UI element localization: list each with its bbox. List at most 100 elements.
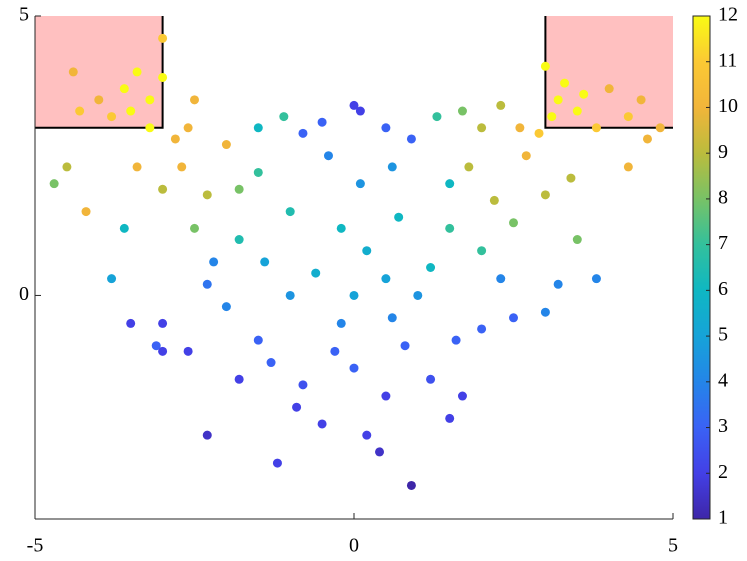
point	[107, 112, 117, 122]
point	[285, 207, 295, 217]
point	[362, 430, 372, 440]
point	[406, 480, 416, 490]
x-tick-label: 5	[668, 535, 678, 557]
point	[151, 341, 161, 351]
point	[145, 123, 155, 133]
point	[285, 290, 295, 300]
point	[572, 235, 582, 245]
point	[387, 313, 397, 323]
point	[579, 89, 589, 99]
point	[451, 335, 461, 345]
point	[234, 235, 244, 245]
point	[521, 151, 531, 161]
point	[642, 134, 652, 144]
point	[426, 374, 436, 384]
point	[177, 162, 187, 172]
point	[75, 106, 85, 116]
point	[126, 106, 136, 116]
point	[445, 223, 455, 233]
point	[298, 380, 308, 390]
point	[496, 100, 506, 110]
point	[253, 123, 263, 133]
point	[477, 246, 487, 256]
point	[566, 173, 576, 183]
point	[94, 95, 104, 105]
point	[107, 274, 117, 284]
point	[202, 190, 212, 200]
point	[234, 374, 244, 384]
colorbar-tick-label: 5	[718, 324, 728, 346]
y-tick-label: 0	[19, 283, 29, 305]
region-border	[544, 16, 673, 129]
point	[292, 402, 302, 412]
point	[655, 123, 665, 133]
point	[190, 223, 199, 233]
point	[266, 358, 276, 368]
point	[49, 179, 59, 189]
point	[355, 179, 365, 189]
point	[432, 112, 442, 122]
point	[464, 162, 474, 172]
point	[636, 95, 646, 105]
y-tick-label: 5	[19, 4, 29, 26]
point	[553, 95, 563, 105]
point	[515, 123, 525, 133]
colorbar-tick-label: 12	[718, 4, 738, 26]
colorbar-tick-label: 2	[718, 461, 728, 483]
point	[202, 430, 212, 440]
point	[119, 84, 129, 94]
point	[323, 151, 333, 161]
point	[336, 223, 346, 233]
colorbar-tick-label: 4	[718, 369, 728, 391]
point	[547, 112, 557, 122]
point	[145, 95, 155, 105]
point	[119, 223, 129, 233]
point	[253, 335, 263, 345]
point	[381, 274, 391, 284]
point	[381, 391, 391, 401]
point	[336, 318, 346, 328]
point	[183, 123, 193, 133]
x-tick-label: -5	[27, 535, 44, 557]
colorbar-tick-label: 10	[718, 95, 738, 117]
point	[623, 112, 633, 122]
point	[496, 274, 506, 284]
point	[362, 246, 372, 256]
point	[62, 162, 72, 172]
point	[330, 346, 340, 356]
point	[158, 72, 168, 82]
x-tick-label: 0	[349, 535, 359, 557]
point	[260, 257, 270, 267]
point	[158, 318, 168, 328]
point	[413, 290, 423, 300]
point	[209, 257, 219, 267]
point	[126, 318, 136, 328]
point	[298, 128, 308, 138]
point	[158, 346, 168, 356]
point	[375, 447, 385, 457]
point	[190, 95, 199, 105]
point	[445, 179, 455, 189]
point	[540, 61, 550, 71]
colorbar-tick-label: 7	[718, 232, 728, 254]
point	[158, 184, 168, 194]
point	[445, 413, 455, 423]
point	[311, 268, 321, 278]
point	[355, 106, 365, 116]
point	[381, 123, 391, 133]
region	[545, 16, 673, 128]
point	[591, 123, 601, 133]
point	[604, 84, 614, 94]
region-border	[35, 16, 164, 129]
point	[279, 112, 289, 122]
point	[572, 106, 582, 116]
point	[426, 263, 436, 272]
point	[132, 67, 142, 77]
region	[35, 16, 163, 128]
point	[509, 218, 518, 228]
colorbar-tick-label: 3	[718, 415, 728, 437]
point	[489, 195, 499, 205]
point	[158, 33, 168, 43]
point	[387, 162, 397, 172]
